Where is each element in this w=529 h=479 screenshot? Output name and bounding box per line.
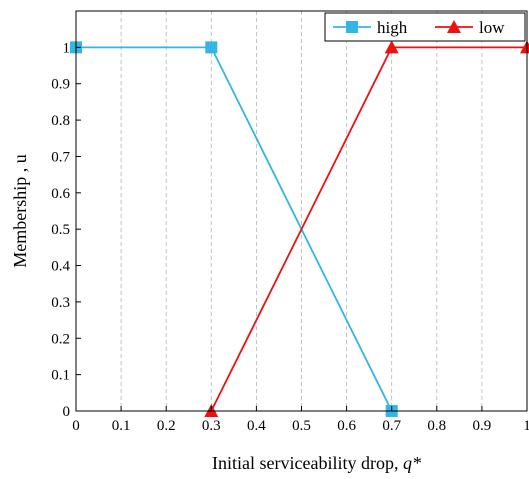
x-axis-title-text: Initial serviceability drop, <box>212 453 403 473</box>
legend-marker-high <box>346 21 358 33</box>
x-tick-label-3: 0.3 <box>202 418 221 434</box>
y-axis-title: Membership , u <box>10 154 30 267</box>
y-tick-label-6: 0.6 <box>51 186 70 202</box>
legend: high low <box>324 12 526 42</box>
data-point-high-1 <box>205 41 218 54</box>
series-line-high <box>76 46 393 412</box>
ticks: 0 0.1 0.2 0.3 0.4 0.5 0.6 0.7 0.8 0.9 1 0 0.1 0.2 0.3 0… <box>51 40 529 434</box>
legend-label-high: high <box>377 18 408 37</box>
y-tick-label-9: 0.9 <box>51 77 70 93</box>
x-tick-label-6: 0.6 <box>337 418 356 434</box>
y-tick-label-10: 1 <box>63 40 71 56</box>
y-tick-label-8: 0.8 <box>51 113 70 129</box>
x-axis-title-var: q* <box>403 453 421 473</box>
y-tick-label-2: 0.2 <box>51 331 70 347</box>
y-tick-label-0: 0 <box>63 404 71 420</box>
x-tick-label-10: 1 <box>523 418 529 434</box>
data-point-low-1 <box>384 40 399 54</box>
y-tick-label-1: 0.1 <box>51 368 70 384</box>
x-tick-label-7: 0.7 <box>382 418 401 434</box>
x-tick-label-5: 0.5 <box>292 418 311 434</box>
y-tick-label-7: 0.7 <box>51 149 70 165</box>
x-tick-label-1: 0.1 <box>112 418 131 434</box>
legend-marker-low <box>447 20 461 33</box>
legend-label-low: low <box>479 18 505 37</box>
x-tick-label-8: 0.8 <box>427 418 446 434</box>
y-tick-label-3: 0.3 <box>51 295 70 311</box>
x-tick-label-9: 0.9 <box>473 418 492 434</box>
series-line-low <box>210 46 527 412</box>
x-tick-label-0: 0 <box>72 418 80 434</box>
series-high <box>70 41 398 417</box>
x-axis-title: Initial serviceability drop, q* <box>212 453 421 473</box>
y-tick-label-4: 0.4 <box>51 259 70 275</box>
y-tick-label-5: 0.5 <box>51 222 70 238</box>
x-tick-label-2: 0.2 <box>157 418 176 434</box>
x-tick-label-4: 0.4 <box>247 418 266 434</box>
grid <box>120 11 483 411</box>
series-layer <box>70 40 529 417</box>
